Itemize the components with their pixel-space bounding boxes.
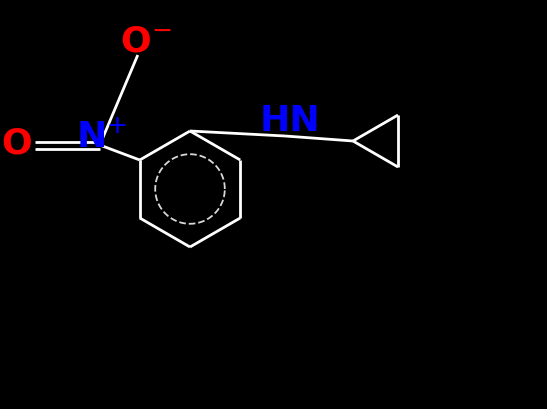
Text: O: O — [2, 126, 32, 160]
Text: O$^{-}$: O$^{-}$ — [120, 24, 172, 58]
Text: N$^{+}$: N$^{+}$ — [76, 120, 127, 154]
Text: HN: HN — [260, 104, 321, 138]
